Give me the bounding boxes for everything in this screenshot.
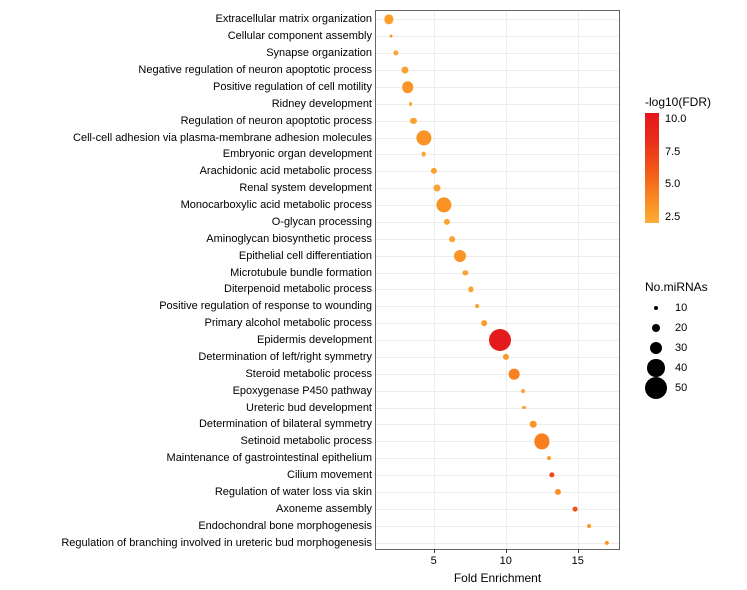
y-axis-label: Negative regulation of neuron apoptotic … (138, 64, 376, 76)
y-axis-label: Ridney development (272, 98, 376, 110)
size-legend-dot (645, 377, 667, 399)
data-point (444, 219, 450, 225)
color-legend-tick: 7.5 (665, 146, 680, 158)
y-axis-label: Cilium movement (287, 469, 376, 481)
y-axis-label: Embryonic organ development (223, 148, 376, 160)
y-axis-label: Monocarboxylic acid metabolic process (181, 199, 376, 211)
size-legend-label: 50 (675, 382, 687, 394)
y-axis-label: O-glycan processing (272, 216, 376, 228)
color-gradient-bar (645, 113, 659, 223)
y-axis-label: Axoneme assembly (276, 503, 376, 515)
y-axis-label: Positive regulation of cell motility (213, 81, 376, 93)
data-point (604, 540, 608, 544)
data-point (431, 168, 437, 174)
y-axis-label: Cellular component assembly (228, 30, 376, 42)
data-point (416, 130, 431, 145)
size-legend-label: 40 (675, 362, 687, 374)
y-axis-label: Epithelial cell differentiation (239, 250, 376, 262)
color-legend-tick: 10.0 (665, 113, 686, 125)
y-axis-label: Regulation of branching involved in uret… (61, 537, 376, 549)
y-axis-label: Determination of left/right symmetry (198, 351, 376, 363)
color-legend-title: -log10(FDR) (645, 95, 711, 109)
size-legend-label: 20 (675, 322, 687, 334)
data-point (421, 152, 426, 157)
data-point (534, 434, 549, 449)
y-axis-label: Regulation of neuron apoptotic process (181, 115, 376, 127)
data-point (450, 236, 456, 242)
data-point (468, 287, 473, 292)
size-legend-label: 30 (675, 342, 687, 354)
size-legend-row: 50 (645, 378, 708, 398)
y-axis-label: Cell-cell adhesion via plasma-membrane a… (73, 132, 376, 144)
data-point (572, 506, 577, 511)
y-axis-label: Epidermis development (257, 334, 376, 346)
plot-area: Extracellular matrix organizationCellula… (375, 10, 620, 550)
y-axis-label: Primary alcohol metabolic process (204, 317, 376, 329)
y-axis-label: Regulation of water loss via skin (215, 486, 376, 498)
data-point (521, 389, 525, 393)
data-point (433, 185, 440, 192)
y-axis-label: Positive regulation of response to wound… (159, 300, 376, 312)
data-point (409, 102, 413, 106)
color-legend: -log10(FDR) 2.5 5.0 7.5 10.0 (645, 95, 711, 223)
y-axis-label: Synapse organization (266, 47, 376, 59)
y-axis-label: Arachidonic acid metabolic process (200, 165, 376, 177)
data-point (390, 35, 393, 38)
data-point (555, 489, 561, 495)
size-legend-label: 10 (675, 302, 687, 314)
data-point (481, 320, 487, 326)
data-point (587, 524, 591, 528)
data-point (509, 368, 520, 379)
size-legend-row: 10 (645, 298, 708, 318)
y-axis-label: Endochondral bone morphogenesis (198, 520, 376, 532)
data-point (475, 304, 479, 308)
data-point (454, 250, 466, 262)
y-axis-label: Ureteric bud development (246, 402, 376, 414)
y-axis-label: Aminoglycan biosynthetic process (206, 233, 376, 245)
data-point (503, 354, 509, 360)
data-point (384, 15, 393, 24)
y-axis-label: Diterpenoid metabolic process (224, 283, 376, 295)
size-legend: No.miRNAs 10 20 30 40 50 (645, 280, 708, 398)
data-point (489, 329, 511, 351)
y-axis-label: Microtubule bundle formation (230, 267, 376, 279)
size-legend-row: 30 (645, 338, 708, 358)
color-legend-tick: 5.0 (665, 178, 680, 190)
x-tick-label: 5 (431, 549, 437, 567)
data-point (402, 81, 414, 93)
x-tick-label: 15 (572, 549, 584, 567)
size-legend-dot (650, 342, 663, 355)
color-legend-tick: 2.5 (665, 211, 680, 223)
y-axis-label: Steroid metabolic process (245, 368, 376, 380)
data-point (410, 118, 416, 124)
y-axis-label: Maintenance of gastrointestinal epitheli… (167, 452, 376, 464)
y-axis-label: Renal system development (239, 182, 376, 194)
size-legend-row: 40 (645, 358, 708, 378)
data-point (401, 67, 408, 74)
data-point (547, 456, 551, 460)
data-point (522, 406, 526, 410)
size-legend-title: No.miRNAs (645, 280, 708, 294)
y-axis-label: Setinoid metabolic process (241, 435, 376, 447)
data-point (530, 421, 537, 428)
size-legend-dot (647, 359, 664, 376)
data-point (436, 197, 451, 212)
x-axis-title: Fold Enrichment (454, 549, 541, 585)
size-legend-dot (654, 306, 658, 310)
size-legend-row: 20 (645, 318, 708, 338)
y-axis-label: Determination of bilateral symmetry (199, 418, 376, 430)
data-point (394, 51, 399, 56)
data-point (549, 472, 554, 477)
y-axis-label: Extracellular matrix organization (215, 13, 376, 25)
size-legend-dot (652, 324, 660, 332)
y-axis-label: Epoxygenase P450 pathway (233, 385, 376, 397)
enrichment-dot-plot: Extracellular matrix organization Cellula… (0, 0, 747, 590)
data-point (463, 270, 468, 275)
